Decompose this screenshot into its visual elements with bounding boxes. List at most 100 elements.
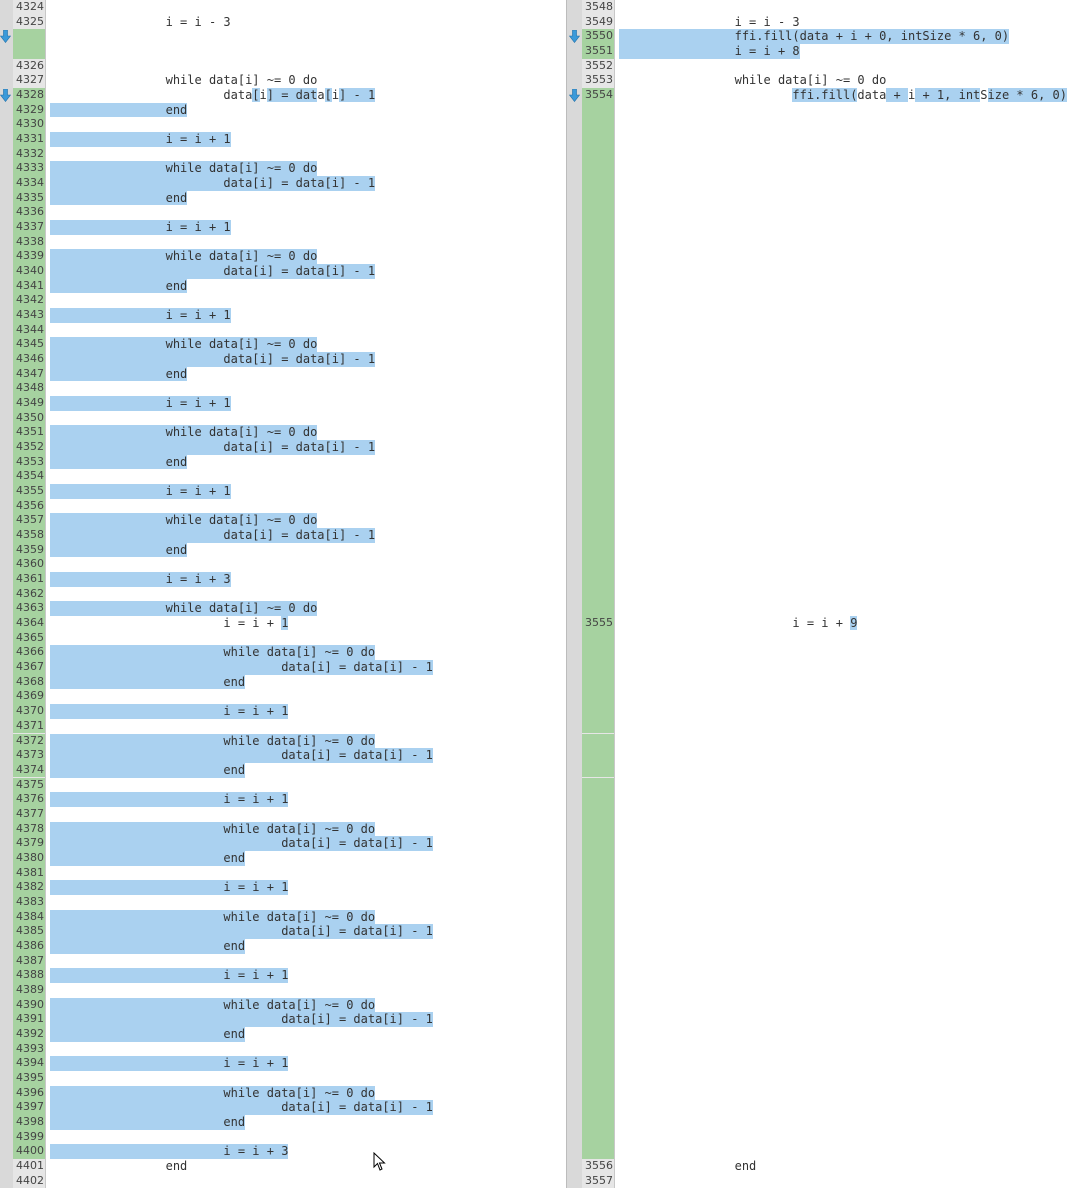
diff-filler-line[interactable]: [567, 1100, 1086, 1115]
diff-line-4355[interactable]: 4355 i = i + 1: [0, 484, 566, 499]
diff-line-4379[interactable]: 4379 data[i] = data[i] - 1: [0, 836, 566, 851]
diff-line-4390[interactable]: 4390 while data[i] ~= 0 do: [0, 997, 566, 1013]
diff-line-4359[interactable]: 4359 end: [0, 542, 566, 558]
diff-filler-line[interactable]: [567, 880, 1086, 895]
diff-filler-line[interactable]: [567, 337, 1086, 353]
diff-line-4330[interactable]: 4330: [0, 117, 566, 133]
pane-divider[interactable]: [566, 0, 567, 1188]
diff-line-4338[interactable]: 4338: [0, 234, 566, 250]
diff-filler-line[interactable]: [567, 190, 1086, 206]
diff-line-4395[interactable]: 4395: [0, 1070, 566, 1086]
diff-line-4363[interactable]: 4363 while data[i] ~= 0 do: [0, 601, 566, 617]
diff-line-4375[interactable]: 4375: [0, 777, 566, 793]
diff-line-4362[interactable]: 4362: [0, 586, 566, 602]
diff-line-4340[interactable]: 4340 data[i] = data[i] - 1: [0, 264, 566, 279]
diff-filler-line[interactable]: [0, 44, 566, 59]
diff-filler-line[interactable]: [567, 410, 1086, 426]
diff-line-4400[interactable]: 4400 i = i + 3: [0, 1144, 566, 1159]
diff-line-4342[interactable]: 4342: [0, 293, 566, 309]
diff-filler-line[interactable]: [567, 278, 1086, 294]
diff-line-3555[interactable]: 3555 i = i + 9: [567, 616, 1086, 631]
diff-filler-line[interactable]: [567, 132, 1086, 147]
diff-filler-line[interactable]: [567, 220, 1086, 235]
diff-line-4348[interactable]: 4348: [0, 381, 566, 397]
diff-line-4358[interactable]: 4358 data[i] = data[i] - 1: [0, 528, 566, 543]
diff-line-4364[interactable]: 4364 i = i + 1: [0, 616, 566, 631]
diff-line-4377[interactable]: 4377: [0, 806, 566, 822]
diff-filler-line[interactable]: [567, 205, 1086, 221]
diff-line-4345[interactable]: 4345 while data[i] ~= 0 do: [0, 337, 566, 353]
diff-line-4349[interactable]: 4349 i = i + 1: [0, 396, 566, 411]
diff-line-3551[interactable]: 3551 i = i + 8: [567, 44, 1086, 59]
diff-filler-line[interactable]: [567, 645, 1086, 661]
diff-filler-line[interactable]: [567, 557, 1086, 573]
diff-line-4381[interactable]: 4381: [0, 865, 566, 881]
diff-filler-line[interactable]: [567, 586, 1086, 602]
diff-line-4382[interactable]: 4382 i = i + 1: [0, 880, 566, 895]
diff-line-4344[interactable]: 4344: [0, 322, 566, 338]
change-arrow-down-icon[interactable]: [0, 30, 12, 44]
diff-filler-line[interactable]: [567, 176, 1086, 191]
diff-filler-line[interactable]: [567, 249, 1086, 265]
diff-line-4357[interactable]: 4357 while data[i] ~= 0 do: [0, 513, 566, 529]
diff-line-4333[interactable]: 4333 while data[i] ~= 0 do: [0, 161, 566, 177]
diff-line-3553[interactable]: 3553 while data[i] ~= 0 do: [567, 73, 1086, 88]
diff-line-3554[interactable]: 3554 ffi.fill(data + i + 1, intSize * 6,…: [567, 88, 1086, 103]
diff-line-4391[interactable]: 4391 data[i] = data[i] - 1: [0, 1012, 566, 1027]
diff-filler-line[interactable]: [567, 498, 1086, 514]
diff-filler-line[interactable]: [567, 161, 1086, 177]
diff-line-4387[interactable]: 4387: [0, 953, 566, 969]
diff-filler-line[interactable]: [567, 440, 1086, 455]
diff-filler-line[interactable]: [567, 352, 1086, 367]
diff-filler-line[interactable]: [567, 1041, 1086, 1057]
diff-filler-line[interactable]: [567, 850, 1086, 866]
diff-line-4370[interactable]: 4370 i = i + 1: [0, 704, 566, 719]
change-arrow-down-icon[interactable]: [568, 88, 581, 103]
diff-line-4350[interactable]: 4350: [0, 410, 566, 426]
diff-filler-line[interactable]: [567, 425, 1086, 441]
diff-line-3548[interactable]: 3548: [567, 0, 1086, 15]
diff-line-4336[interactable]: 4336: [0, 205, 566, 221]
diff-line-4354[interactable]: 4354: [0, 469, 566, 485]
diff-line-4402[interactable]: 4402: [0, 1174, 566, 1188]
diff-filler-line[interactable]: [567, 762, 1086, 778]
diff-filler-line[interactable]: [567, 924, 1086, 939]
diff-filler-line[interactable]: [567, 264, 1086, 279]
diff-filler-line[interactable]: [567, 1114, 1086, 1130]
diff-filler-line[interactable]: [0, 29, 566, 44]
diff-filler-line[interactable]: [567, 953, 1086, 969]
diff-line-4389[interactable]: 4389: [0, 982, 566, 998]
diff-line-4326[interactable]: 4326: [0, 59, 566, 74]
diff-line-4378[interactable]: 4378 while data[i] ~= 0 do: [0, 821, 566, 837]
diff-line-4335[interactable]: 4335 end: [0, 190, 566, 206]
diff-line-3557[interactable]: 3557: [567, 1174, 1086, 1188]
diff-line-4339[interactable]: 4339 while data[i] ~= 0 do: [0, 249, 566, 265]
diff-line-4360[interactable]: 4360: [0, 557, 566, 573]
diff-line-4371[interactable]: 4371: [0, 718, 566, 734]
diff-filler-line[interactable]: [567, 1026, 1086, 1042]
diff-filler-line[interactable]: [567, 836, 1086, 851]
diff-line-4380[interactable]: 4380 end: [0, 850, 566, 866]
diff-filler-line[interactable]: [567, 1085, 1086, 1101]
diff-filler-line[interactable]: [567, 674, 1086, 690]
diff-filler-line[interactable]: [567, 454, 1086, 470]
diff-filler-line[interactable]: [567, 792, 1086, 807]
diff-filler-line[interactable]: [567, 146, 1086, 162]
diff-line-4385[interactable]: 4385 data[i] = data[i] - 1: [0, 924, 566, 939]
diff-filler-line[interactable]: [567, 601, 1086, 617]
diff-filler-line[interactable]: [567, 308, 1086, 323]
diff-filler-line[interactable]: [567, 865, 1086, 881]
diff-filler-line[interactable]: [567, 293, 1086, 309]
diff-line-3556[interactable]: 3556 end: [567, 1159, 1086, 1174]
diff-line-4386[interactable]: 4386 end: [0, 938, 566, 954]
left-diff-pane[interactable]: 4324 4325 i = i - 3 4326 4327 while data[i]…: [0, 0, 566, 1188]
diff-line-4353[interactable]: 4353 end: [0, 454, 566, 470]
diff-filler-line[interactable]: [567, 630, 1086, 646]
diff-filler-line[interactable]: [567, 1144, 1086, 1159]
diff-filler-line[interactable]: [567, 572, 1086, 587]
diff-filler-line[interactable]: [567, 322, 1086, 338]
diff-line-4369[interactable]: 4369: [0, 689, 566, 705]
diff-filler-line[interactable]: [567, 938, 1086, 954]
diff-filler-line[interactable]: [567, 806, 1086, 822]
change-arrow-down-icon[interactable]: [568, 30, 581, 44]
